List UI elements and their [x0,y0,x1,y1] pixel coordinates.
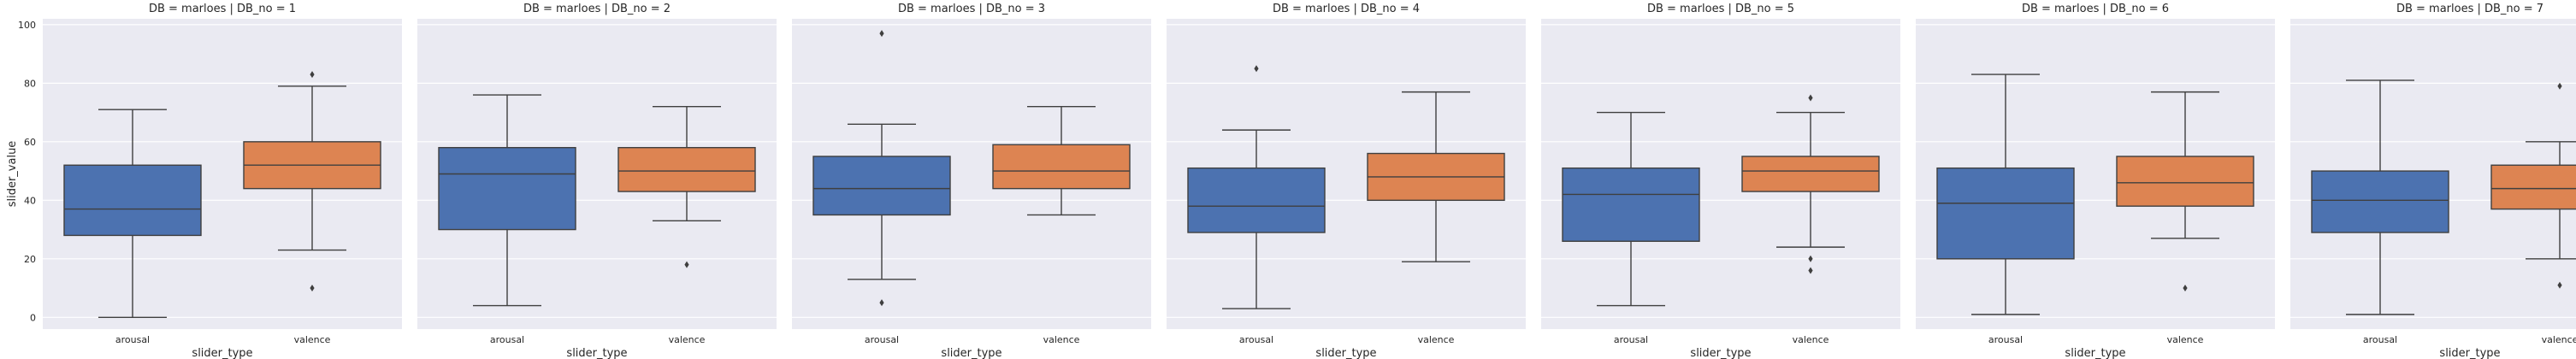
x-tick-label: valence [294,334,331,345]
x-tick-label: arousal [865,334,899,345]
x-tick-label: arousal [490,334,524,345]
facet-panel-5: DB = marloes | DB_no = 5 arousal valence sl… [1541,3,1900,359]
box-body [2311,170,2449,233]
x-tick-label: valence [1793,334,1829,345]
outlier-point [1254,65,1259,73]
box-body [992,144,1131,190]
x-tick-label: arousal [1614,334,1648,345]
box-arousal [63,109,202,319]
x-axis-label: slider_type [2439,347,2500,359]
facet-title: DB = marloes | DB_no = 3 [898,3,1045,15]
box-body [2490,164,2576,210]
box-valence [1741,94,1880,274]
x-tick-label: arousal [115,334,150,345]
box-valence [992,106,1131,216]
x-tick-label: valence [1043,334,1080,345]
facet-panel-3: DB = marloes | DB_no = 3 arousal valence sl… [792,3,1151,359]
outlier-point [879,299,884,307]
x-tick-label: valence [2167,334,2204,345]
y-axis-label: slider_value [6,141,19,208]
box-body [63,164,202,237]
outlier-point [1808,94,1813,102]
box-arousal [1187,65,1326,309]
facet-title: DB = marloes | DB_no = 1 [149,3,296,15]
outlier-point [1808,267,1813,274]
facet-title: DB = marloes | DB_no = 5 [1647,3,1794,15]
facet-title: DB = marloes | DB_no = 6 [2022,3,2169,15]
facet-panel-2: DB = marloes | DB_no = 2 arousal valence sl… [417,3,777,359]
box-arousal [1562,111,1700,307]
x-tick-label: valence [669,334,706,345]
outlier-point [2557,281,2562,289]
box-body [1562,167,1700,242]
facet-panel-7: DB = marloes | DB_no = 7 arousal valence sl… [2290,3,2576,359]
box-body [1936,167,2075,260]
facet-panel-1: DB = marloes | DB_no = 1 arousal valence sl… [43,3,402,359]
x-axis-label: slider_type [1315,347,1376,359]
outlier-point [1808,255,1813,262]
x-tick-label: arousal [2363,334,2397,345]
box-valence [617,106,756,268]
facet-title: DB = marloes | DB_no = 7 [2396,3,2544,15]
outlier-point [310,71,315,79]
x-axis-label: slider_type [941,347,1001,359]
box-arousal [438,94,576,307]
box-body [617,146,756,192]
y-tick-label: 60 [24,137,36,148]
outlier-point [879,30,884,38]
box-body [1187,167,1326,233]
outlier-point [310,285,315,292]
outlier-point [2557,82,2562,90]
y-tick-label: 100 [18,20,36,31]
box-valence [2116,91,2254,292]
x-tick-label: arousal [1239,334,1273,345]
y-tick-label: 40 [24,195,36,206]
box-body [812,156,951,216]
x-tick-label: valence [2542,334,2576,345]
y-tick-label: 0 [30,312,36,323]
facet-title: DB = marloes | DB_no = 4 [1273,3,1420,15]
x-tick-label: valence [1418,334,1455,345]
y-tick-label: 80 [24,78,36,89]
box-body [1741,156,1880,192]
x-axis-label: slider_type [566,347,627,359]
box-arousal [2311,79,2449,315]
facet-panel-4: DB = marloes | DB_no = 4 arousal valence sl… [1167,3,1526,359]
outlier-point [2183,285,2188,292]
box-valence [2490,82,2576,289]
x-axis-label: slider_type [1690,347,1751,359]
box-arousal [1936,74,2075,315]
outlier-point [684,261,689,268]
facet-title: DB = marloes | DB_no = 2 [523,3,671,15]
x-axis-label: slider_type [192,347,252,359]
x-tick-label: arousal [1988,334,2023,345]
box-valence [243,71,381,292]
box-body [438,146,576,231]
box-body [2116,156,2254,207]
box-valence [1367,91,1505,262]
box-arousal [812,30,951,307]
facet-panel-6: DB = marloes | DB_no = 6 arousal valence sl… [1916,3,2275,359]
x-axis-label: slider_type [2065,347,2125,359]
y-tick-label: 20 [24,254,36,265]
